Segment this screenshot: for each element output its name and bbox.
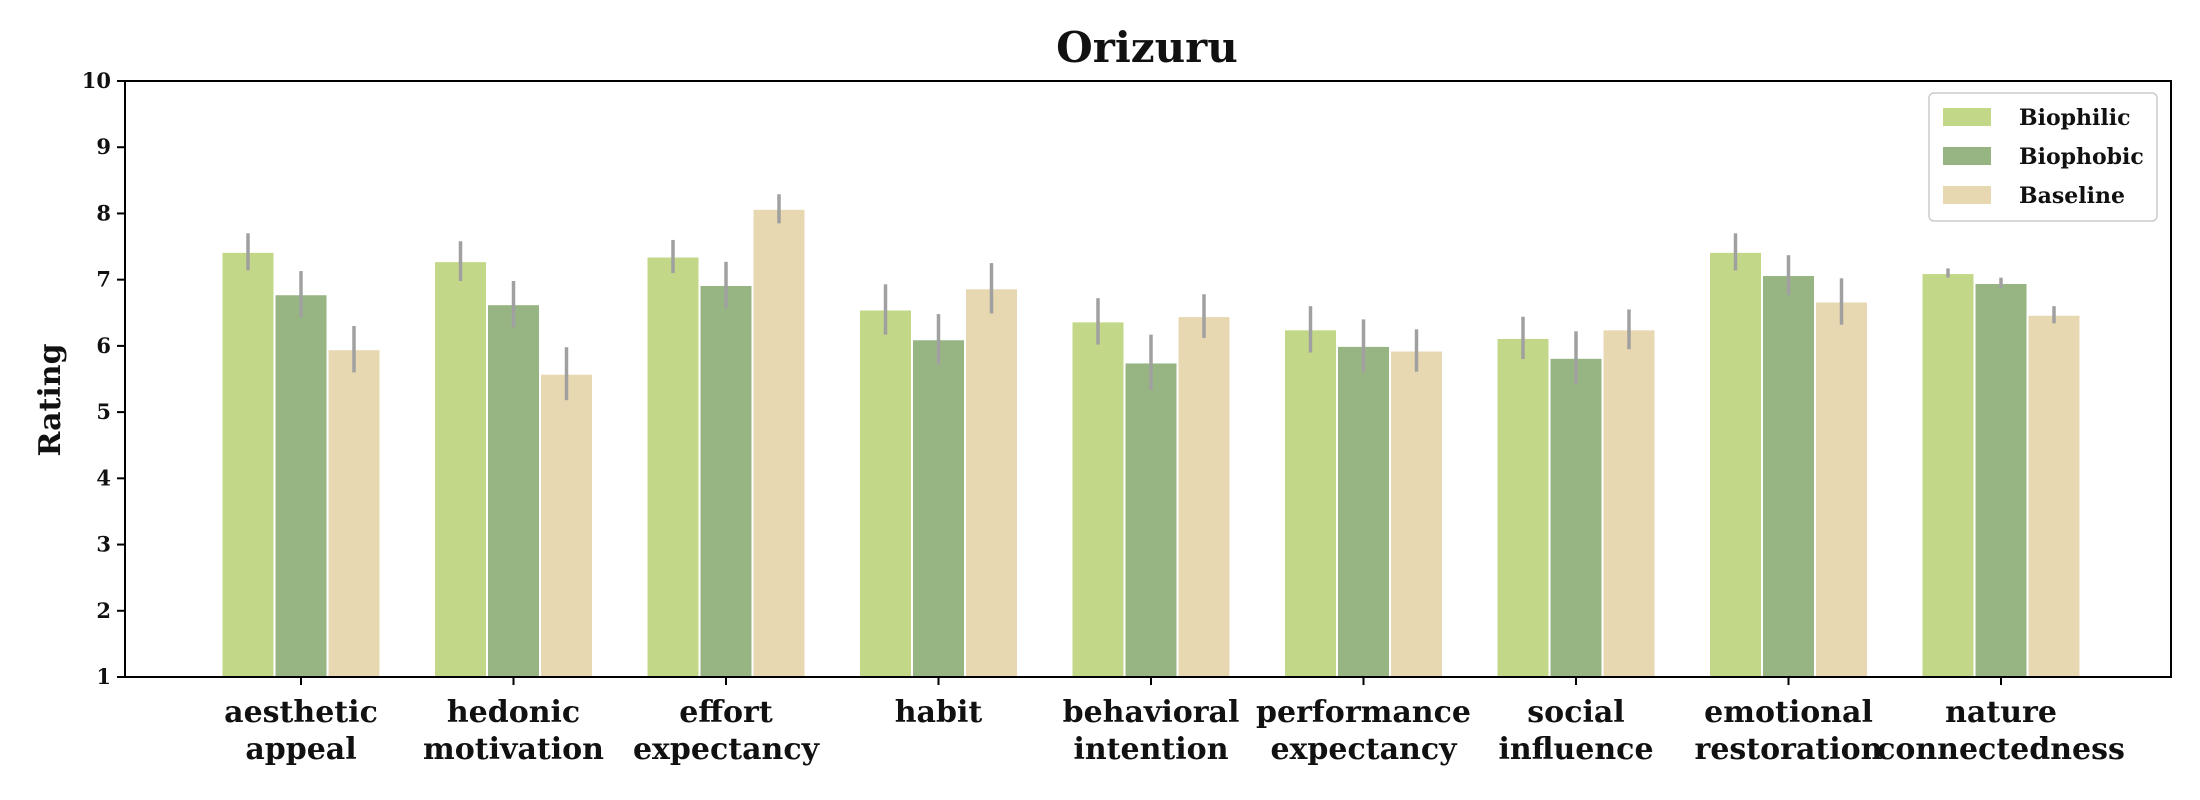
x-tick-label: aesthetic appeal	[224, 695, 378, 767]
bar-biophilic	[1920, 272, 1976, 678]
bar-biophilic	[1495, 336, 1551, 678]
y-tick-label: 4	[96, 465, 111, 490]
legend-label-biophilic: Biophilic	[2019, 105, 2130, 131]
bar-baseline	[326, 348, 382, 678]
x-tick-label: behavioral intention	[1063, 695, 1240, 767]
x-tick-label: effort expectancy	[633, 695, 821, 767]
x-tick-label-line: social	[1527, 695, 1624, 730]
x-tick-label: performance expectancy	[1256, 695, 1471, 767]
bar-baseline	[1176, 315, 1232, 678]
legend: Biophilic Biophobic Baseline	[1928, 92, 2158, 222]
bar-biophobic	[1973, 281, 2029, 678]
y-tick-label: 6	[96, 333, 111, 358]
y-axis-label: Rating	[33, 343, 68, 456]
bar-biophilic	[1070, 320, 1126, 678]
x-tick-label-line: nature	[1945, 695, 2057, 730]
y-tick-label: 1	[96, 664, 111, 689]
bar-biophilic	[220, 250, 276, 678]
chart-title: Orizuru	[1056, 23, 1238, 72]
legend-swatch-baseline	[1943, 186, 1991, 204]
x-tick-label-line: influence	[1498, 732, 1653, 767]
bar-biophobic	[486, 303, 541, 678]
bar-biophobic	[273, 293, 329, 678]
bar-biophobic	[1123, 361, 1179, 678]
y-tick-label: 2	[96, 598, 111, 623]
bar-biophilic	[1283, 328, 1338, 678]
x-tick-label: nature connectedness	[1877, 695, 2125, 767]
legend-label-biophobic: Biophobic	[2019, 144, 2144, 170]
x-tick-label-line: appeal	[245, 732, 356, 767]
bar-biophobic	[911, 338, 966, 678]
x-tick-label-line: aesthetic	[224, 695, 378, 730]
y-tick-label: 3	[96, 532, 111, 557]
bar-biophobic	[698, 283, 754, 678]
x-tick-label-line: motivation	[423, 732, 604, 767]
x-tick-label-line: connectedness	[1877, 732, 2125, 767]
error-bars-layer	[246, 194, 2056, 401]
bar-baseline	[1814, 300, 1869, 678]
y-tick-label: 7	[96, 267, 111, 292]
x-tick-label: habit	[895, 695, 983, 730]
bar-baseline	[539, 372, 594, 678]
bar-biophilic	[858, 308, 913, 678]
x-tick-label: emotional restoration	[1695, 695, 1883, 767]
y-tick-label: 10	[82, 68, 111, 93]
x-tick-label-line: performance	[1256, 695, 1471, 730]
x-tick-label-line: behavioral	[1063, 695, 1240, 730]
x-tick-label-line: intention	[1073, 732, 1228, 767]
bars-layer	[220, 207, 2082, 678]
bar-biophobic	[1336, 344, 1391, 678]
y-tick-label: 9	[96, 134, 111, 159]
x-tick-label-line: expectancy	[633, 732, 821, 767]
bar-baseline	[964, 287, 1019, 678]
x-tick-label-line: effort	[679, 695, 773, 730]
legend-label-baseline: Baseline	[2019, 183, 2125, 209]
bar-baseline	[1601, 328, 1657, 678]
bar-biophilic	[645, 255, 701, 678]
legend-swatch-biophilic	[1943, 108, 1991, 126]
bar-biophilic	[1708, 250, 1763, 678]
bar-biophobic	[1548, 356, 1604, 678]
x-tick-label-line: habit	[895, 695, 983, 730]
bar-baseline	[2026, 313, 2082, 678]
bar-baseline	[751, 207, 807, 678]
x-tick-label-line: restoration	[1695, 732, 1883, 767]
plot-frame	[124, 80, 2172, 678]
bar-baseline	[1389, 349, 1444, 678]
bar-biophilic	[433, 260, 488, 678]
y-tick-label: 8	[96, 200, 111, 225]
bar-biophobic	[1761, 274, 1816, 678]
y-axis-ticks: 1 2 3 4 5 6 7 8 9 10	[82, 68, 125, 689]
x-tick-label: social influence	[1498, 695, 1653, 767]
x-tick-label: hedonic motivation	[423, 695, 604, 767]
legend-swatch-biophobic	[1943, 147, 1991, 165]
y-tick-label: 5	[96, 399, 111, 424]
x-tick-label-line: expectancy	[1270, 732, 1458, 767]
x-tick-label-line: emotional	[1704, 695, 1873, 730]
x-tick-label-line: hedonic	[447, 695, 580, 730]
